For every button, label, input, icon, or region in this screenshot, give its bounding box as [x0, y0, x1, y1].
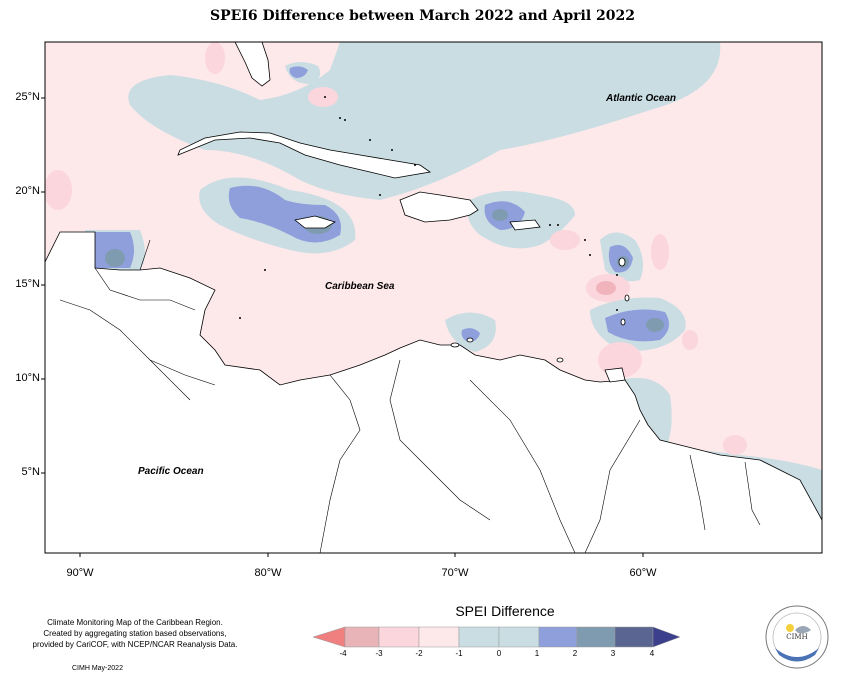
darker-pink-anomaly-zone [596, 281, 616, 295]
legend-tick: 1 [534, 649, 540, 658]
legend-title: SPEI Difference [455, 603, 555, 619]
atlantic-ocean-label: Atlantic Ocean [606, 93, 677, 104]
legend-swatch-6 [498, 626, 540, 648]
legend-swatch-3 [378, 626, 420, 648]
sun-icon [786, 624, 794, 632]
lon-label-70w: 70°W [441, 567, 469, 579]
map-title: SPEI6 Difference between March 2022 and … [210, 8, 635, 24]
country-borders [59, 239, 761, 553]
lon-label-80w: 80°W [254, 567, 282, 579]
legend-tick: -1 [455, 649, 463, 658]
legend-swatch-7 [538, 626, 578, 648]
legend-swatch-10 [652, 626, 681, 648]
legend-tick: 4 [649, 649, 655, 658]
legend-swatch-5 [458, 626, 500, 648]
lat-label-15n: 15°N [15, 278, 40, 290]
footer-line-3: provided by CariCOF, with NCEP/NCAR Rean… [32, 640, 238, 649]
map-frame [44, 41, 823, 554]
pacific-ocean-label: Pacific Ocean [138, 466, 204, 477]
cimh-logo [765, 605, 829, 669]
footer-description: Climate Monitoring Map of the Caribbean … [0, 617, 270, 650]
footer-line-2: Created by aggregating station based obs… [43, 629, 227, 638]
legend-swatch-9 [614, 626, 654, 648]
legend-tick: -2 [415, 649, 423, 658]
legend-tick: 2 [572, 649, 578, 658]
legend-tick: -3 [375, 649, 383, 658]
legend-tick: -4 [339, 649, 347, 658]
logo-text: CIMH [786, 633, 808, 641]
lat-label-5n: 5°N [21, 466, 40, 478]
cloud-icon [795, 626, 811, 634]
footer-line-1: Climate Monitoring Map of the Caribbean … [47, 618, 223, 627]
footer-credit: CIMH May-2022 [72, 665, 123, 672]
legend-swatch-2 [344, 626, 380, 648]
legend-swatch-4 [418, 626, 460, 648]
lon-label-90w: 90°W [66, 567, 94, 579]
lat-label-10n: 10°N [15, 372, 40, 384]
axis-ticks [41, 97, 644, 557]
land-masses [45, 42, 822, 553]
caribbean-sea-label: Caribbean Sea [325, 281, 395, 292]
legend-colorbar [312, 626, 681, 648]
lon-label-60w: 60°W [629, 567, 657, 579]
small-islands [239, 96, 618, 319]
legend-tick: 0 [496, 649, 502, 658]
lat-label-20n: 20°N [15, 185, 40, 197]
legend-swatch-8 [576, 626, 616, 648]
lat-label-25n: 25°N [15, 91, 40, 103]
legend-swatch-1 [312, 626, 346, 648]
legend-tick: 3 [610, 649, 616, 658]
